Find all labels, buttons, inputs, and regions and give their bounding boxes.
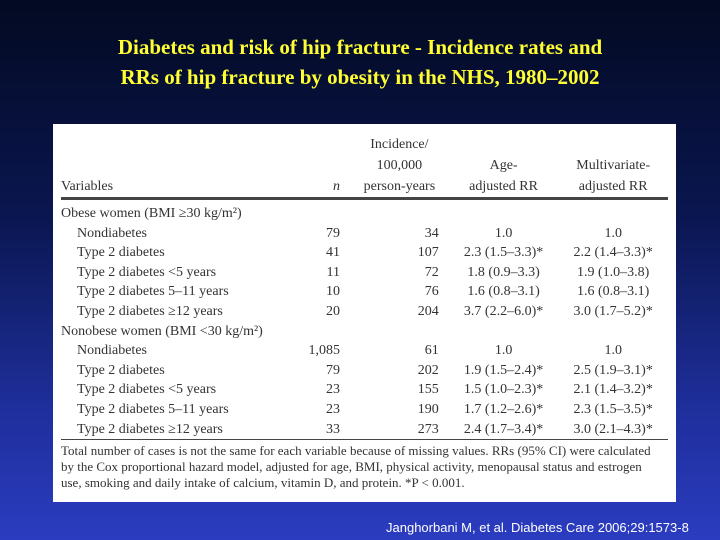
cell-variable: Nondiabetes	[77, 343, 147, 359]
cell-variable: Type 2 diabetes ≥12 years	[77, 303, 223, 319]
cell-n: 23	[325, 401, 340, 417]
group-header-row: Nonobese women (BMI <30 kg/m²)	[61, 322, 668, 342]
cell-n: 79	[325, 362, 340, 378]
group-label: Nonobese women (BMI <30 kg/m²)	[61, 323, 263, 339]
cell-n: 20	[325, 303, 340, 319]
cell-age-rr: 3.7 (2.2–6.0)*	[463, 303, 544, 319]
cell-incidence: 204	[417, 303, 439, 319]
slide-title: Diabetes and risk of hip fracture - Inci…	[20, 32, 700, 92]
cell-n: 23	[325, 382, 340, 398]
cell-incidence: 155	[417, 382, 439, 398]
cell-multi-rr: 3.0 (2.1–4.3)*	[558, 419, 668, 441]
header-multi-line-2: adjusted RR	[558, 176, 668, 200]
table-footnote: Total number of cases is not the same fo…	[61, 443, 651, 491]
cell-n: 10	[325, 284, 340, 300]
cell-variable: Type 2 diabetes 5–11 years	[77, 284, 229, 300]
cell-variable: Type 2 diabetes	[77, 362, 165, 378]
group-label: Obese women (BMI ≥30 kg/m²)	[61, 206, 242, 221]
header-variables: Variables	[61, 176, 293, 200]
hip-fracture-table: Incidence/ 100,000 Age- Multivariate- Va…	[61, 134, 668, 441]
cell-incidence: 72	[424, 264, 439, 280]
cell-variable: Type 2 diabetes <5 years	[77, 264, 217, 280]
cell-age-rr: 2.4 (1.7–3.4)*	[448, 419, 559, 441]
cell-incidence: 107	[417, 245, 439, 261]
group-header-row: Obese women (BMI ≥30 kg/m²)	[61, 199, 668, 224]
header-n: n	[292, 176, 350, 200]
table-row: Type 2 diabetes <5 years 23 155 1.5 (1.0–2.…	[61, 380, 668, 400]
cell-n: 79	[325, 225, 340, 241]
cell-age-rr: 1.9 (1.5–2.4)*	[463, 362, 544, 378]
cell-age-rr: 1.0	[494, 225, 513, 241]
cell-multi-rr: 2.2 (1.4–3.3)*	[573, 245, 653, 261]
header-age-line-2: adjusted RR	[448, 176, 559, 200]
cell-multi-rr: 2.3 (1.5–3.5)*	[573, 401, 653, 417]
table-row: Type 2 diabetes 5–11 years 23 190 1.7 (1.2–…	[61, 400, 668, 420]
cell-multi-rr: 2.5 (1.9–3.1)*	[573, 362, 653, 378]
table-row: Type 2 diabetes 5–11 years 10 76 1.6 (0.8–3…	[61, 282, 668, 302]
cell-multi-rr: 1.6 (0.8–3.1)	[577, 284, 650, 300]
cell-multi-rr: 1.0	[604, 225, 622, 241]
cell-multi-rr: 1.0	[604, 343, 622, 359]
cell-n: 1,085	[308, 343, 340, 359]
cell-incidence: 61	[424, 343, 439, 359]
slide-title-line-1: Diabetes and risk of hip fracture - Inci…	[117, 35, 603, 59]
header-incidence-line-3: person-years	[349, 176, 449, 200]
cell-age-rr: 2.3 (1.5–3.3)*	[463, 245, 544, 261]
table-row: Type 2 diabetes ≥12 years 33 273 2.4 (1.7–3…	[61, 419, 668, 441]
cell-multi-rr: 2.1 (1.4–3.2)*	[573, 382, 653, 398]
slide-title-line-2: RRs of hip fracture by obesity in the NH…	[120, 65, 600, 89]
cell-incidence: 202	[417, 362, 439, 378]
cell-multi-rr: 1.9 (1.0–3.8)	[577, 264, 650, 280]
cell-variable: Type 2 diabetes	[77, 245, 165, 261]
cell-incidence: 34	[424, 225, 439, 241]
cell-n: 33	[292, 419, 350, 441]
cell-n: 11	[326, 264, 340, 280]
table-row: Type 2 diabetes <5 years 11 72 1.8 (0.9–3.3…	[61, 263, 668, 283]
header-incidence-line-2: 100,000	[376, 158, 423, 173]
cell-age-rr: 1.5 (1.0–2.3)*	[463, 382, 544, 398]
table-body: Obese women (BMI ≥30 kg/m²) Nondiabetes 79…	[61, 199, 668, 441]
citation: Janghorbani M, et al. Diabetes Care 2006…	[386, 520, 689, 535]
cell-variable: Type 2 diabetes <5 years	[77, 382, 217, 398]
cell-age-rr: 1.0	[494, 343, 513, 359]
cell-age-rr: 1.8 (0.9–3.3)	[467, 264, 540, 280]
cell-variable: Type 2 diabetes ≥12 years	[61, 419, 293, 441]
table-row: Type 2 diabetes 79 202 1.9 (1.5–2.4)* 2.5 (1…	[61, 361, 668, 381]
cell-variable: Type 2 diabetes 5–11 years	[77, 401, 229, 417]
header-incidence-line-1: Incidence/	[370, 137, 429, 152]
cell-incidence: 76	[424, 284, 439, 300]
header-multi-line-1: Multivariate-	[576, 158, 651, 173]
cell-variable: Nondiabetes	[77, 225, 147, 241]
table-row: Nondiabetes 79 34 1.0 1.0	[61, 224, 668, 244]
cell-incidence: 273	[349, 419, 449, 441]
cell-multi-rr: 3.0 (1.7–5.2)*	[573, 303, 653, 319]
cell-n: 41	[325, 245, 340, 261]
header-age-line-1: Age-	[489, 158, 518, 173]
table-row: Nondiabetes 1,085 61 1.0 1.0	[61, 341, 668, 361]
table-row: Type 2 diabetes 41 107 2.3 (1.5–3.3)* 2.2 (1…	[61, 243, 668, 263]
table-row: Type 2 diabetes ≥12 years 20 204 3.7 (2.2–6…	[61, 302, 668, 322]
table-panel: Incidence/ 100,000 Age- Multivariate- Va…	[53, 124, 676, 502]
cell-age-rr: 1.7 (1.2–2.6)*	[463, 401, 544, 417]
cell-age-rr: 1.6 (0.8–3.1)	[467, 284, 540, 300]
cell-incidence: 190	[417, 401, 439, 417]
